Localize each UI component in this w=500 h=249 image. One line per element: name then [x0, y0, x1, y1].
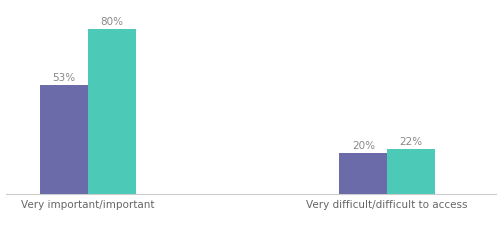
Bar — [387, 149, 434, 194]
Text: 53%: 53% — [52, 73, 76, 83]
Text: 80%: 80% — [100, 17, 123, 27]
Bar — [88, 29, 136, 194]
Text: 20%: 20% — [352, 141, 375, 151]
Text: 22%: 22% — [400, 137, 422, 147]
Bar — [340, 153, 387, 194]
Bar — [40, 85, 88, 194]
